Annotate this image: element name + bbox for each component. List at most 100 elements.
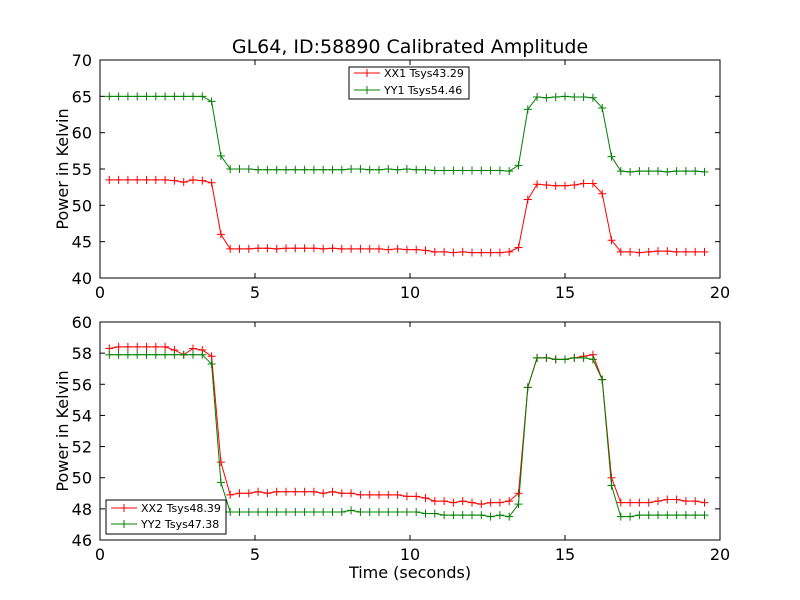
- bottom-point-yy2: [421, 509, 430, 518]
- bottom-point-yy2: [393, 507, 402, 516]
- bottom-point-xx2: [430, 497, 439, 506]
- bottom-point-xx2: [486, 498, 495, 507]
- top-legend: XX1 Tsys43.29 YY1 Tsys54.46: [348, 66, 470, 100]
- top-point-xx1: [291, 244, 300, 253]
- top-y-tick-label: 65: [72, 87, 92, 106]
- bottom-point-xx2: [114, 342, 123, 351]
- top-point-xx1: [142, 175, 151, 184]
- top-point-yy1: [570, 93, 579, 102]
- top-point-yy1: [505, 167, 514, 176]
- bottom-point-xx2: [328, 487, 337, 496]
- bottom-point-yy2: [319, 507, 328, 516]
- bottom-legend-label-yy2: YY2 Tsys47.38: [140, 518, 219, 531]
- bottom-point-xx2: [142, 342, 151, 351]
- top-point-yy1: [309, 165, 318, 174]
- bottom-point-yy2: [226, 507, 235, 516]
- top-point-yy1: [198, 92, 207, 101]
- bottom-y-tick-label: 48: [72, 500, 92, 519]
- bottom-point-yy2: [663, 511, 672, 520]
- bottom-point-yy2: [347, 506, 356, 515]
- top-point-xx1: [179, 178, 188, 187]
- top-point-xx1: [375, 244, 383, 253]
- top-point-xx1: [523, 195, 532, 204]
- top-point-yy1: [189, 92, 197, 101]
- bottom-point-yy2: [533, 353, 542, 362]
- bottom-point-xx2: [375, 490, 383, 499]
- top-point-xx1: [551, 181, 560, 190]
- bottom-point-yy2: [486, 512, 495, 521]
- top-point-xx1: [226, 244, 235, 253]
- bottom-point-xx2: [151, 342, 160, 351]
- top-point-xx1: [114, 175, 123, 184]
- top-y-tick-label: 70: [72, 51, 92, 70]
- bottom-point-yy2: [282, 507, 290, 516]
- bottom-point-yy2: [300, 507, 309, 516]
- top-point-xx1: [198, 176, 207, 185]
- bottom-point-xx2: [477, 500, 486, 509]
- top-point-xx1: [514, 243, 523, 252]
- top-point-xx1: [393, 244, 402, 253]
- top-point-xx1: [561, 181, 569, 190]
- top-point-yy1: [681, 167, 690, 176]
- top-point-xx1: [384, 245, 393, 254]
- top-point-xx1: [189, 175, 197, 184]
- top-point-yy1: [151, 92, 160, 101]
- top-y-axis-label: Power in Kelvin: [53, 108, 72, 229]
- bottom-point-xx2: [319, 489, 328, 498]
- top-point-xx1: [235, 244, 244, 253]
- x-axis-label: Time (seconds): [348, 563, 471, 582]
- top-point-yy1: [384, 165, 393, 173]
- top-point-xx1: [161, 175, 170, 184]
- bottom-point-yy2: [672, 511, 681, 520]
- bottom-point-yy2: [468, 511, 476, 520]
- top-point-yy1: [412, 165, 421, 174]
- bottom-y-tick-label: 58: [72, 344, 92, 363]
- bottom-point-yy2: [328, 507, 337, 516]
- top-y-tick-label: 45: [72, 233, 92, 252]
- top-point-yy1: [170, 92, 179, 101]
- bottom-point-xx2: [393, 490, 402, 499]
- top-point-yy1: [495, 166, 504, 175]
- top-point-yy1: [588, 93, 597, 102]
- top-point-xx1: [421, 246, 430, 255]
- bottom-point-yy2: [309, 507, 318, 516]
- top-point-xx1: [272, 244, 281, 253]
- bottom-x-tick-label: 15: [555, 545, 575, 564]
- top-point-yy1: [244, 165, 253, 173]
- top-point-yy1: [458, 166, 467, 175]
- bottom-point-xx2: [337, 489, 346, 498]
- top-point-xx1: [347, 244, 356, 253]
- top-y-tick-label: 60: [72, 124, 92, 143]
- top-point-xx1: [533, 180, 542, 189]
- top-point-yy1: [207, 97, 216, 106]
- bottom-point-xx2: [654, 497, 662, 506]
- bottom-y-tick-label: 46: [72, 531, 92, 550]
- top-point-xx1: [449, 248, 458, 257]
- bottom-point-xx2: [644, 498, 653, 507]
- bottom-point-yy2: [272, 507, 281, 516]
- top-point-xx1: [151, 175, 160, 184]
- top-point-yy1: [365, 165, 374, 174]
- bottom-point-xx2: [691, 497, 700, 506]
- bottom-point-yy2: [254, 507, 263, 516]
- top-point-xx1: [635, 248, 644, 257]
- top-point-xx1: [412, 245, 421, 254]
- top-point-yy1: [542, 93, 551, 102]
- bottom-point-xx2: [681, 497, 690, 506]
- bottom-point-yy2: [375, 507, 383, 516]
- top-y-tick-label: 50: [72, 196, 92, 215]
- bottom-point-xx2: [226, 490, 235, 499]
- bottom-point-yy2: [430, 509, 439, 518]
- bottom-plot: 0 5 10 15 20 46 48 50 52 54 56 58 60 Power in Kelvin…: [53, 313, 730, 582]
- top-point-yy1: [486, 166, 495, 175]
- top-x-tick-label: 5: [250, 283, 260, 302]
- bottom-point-yy2: [440, 511, 449, 520]
- top-point-yy1: [626, 167, 635, 176]
- bottom-point-yy2: [114, 350, 123, 359]
- top-point-xx1: [263, 244, 272, 253]
- bottom-point-yy2: [216, 478, 225, 487]
- top-point-yy1: [654, 167, 662, 176]
- bottom-point-xx2: [402, 492, 411, 501]
- top-point-yy1: [644, 167, 653, 176]
- bottom-point-xx2: [254, 487, 263, 496]
